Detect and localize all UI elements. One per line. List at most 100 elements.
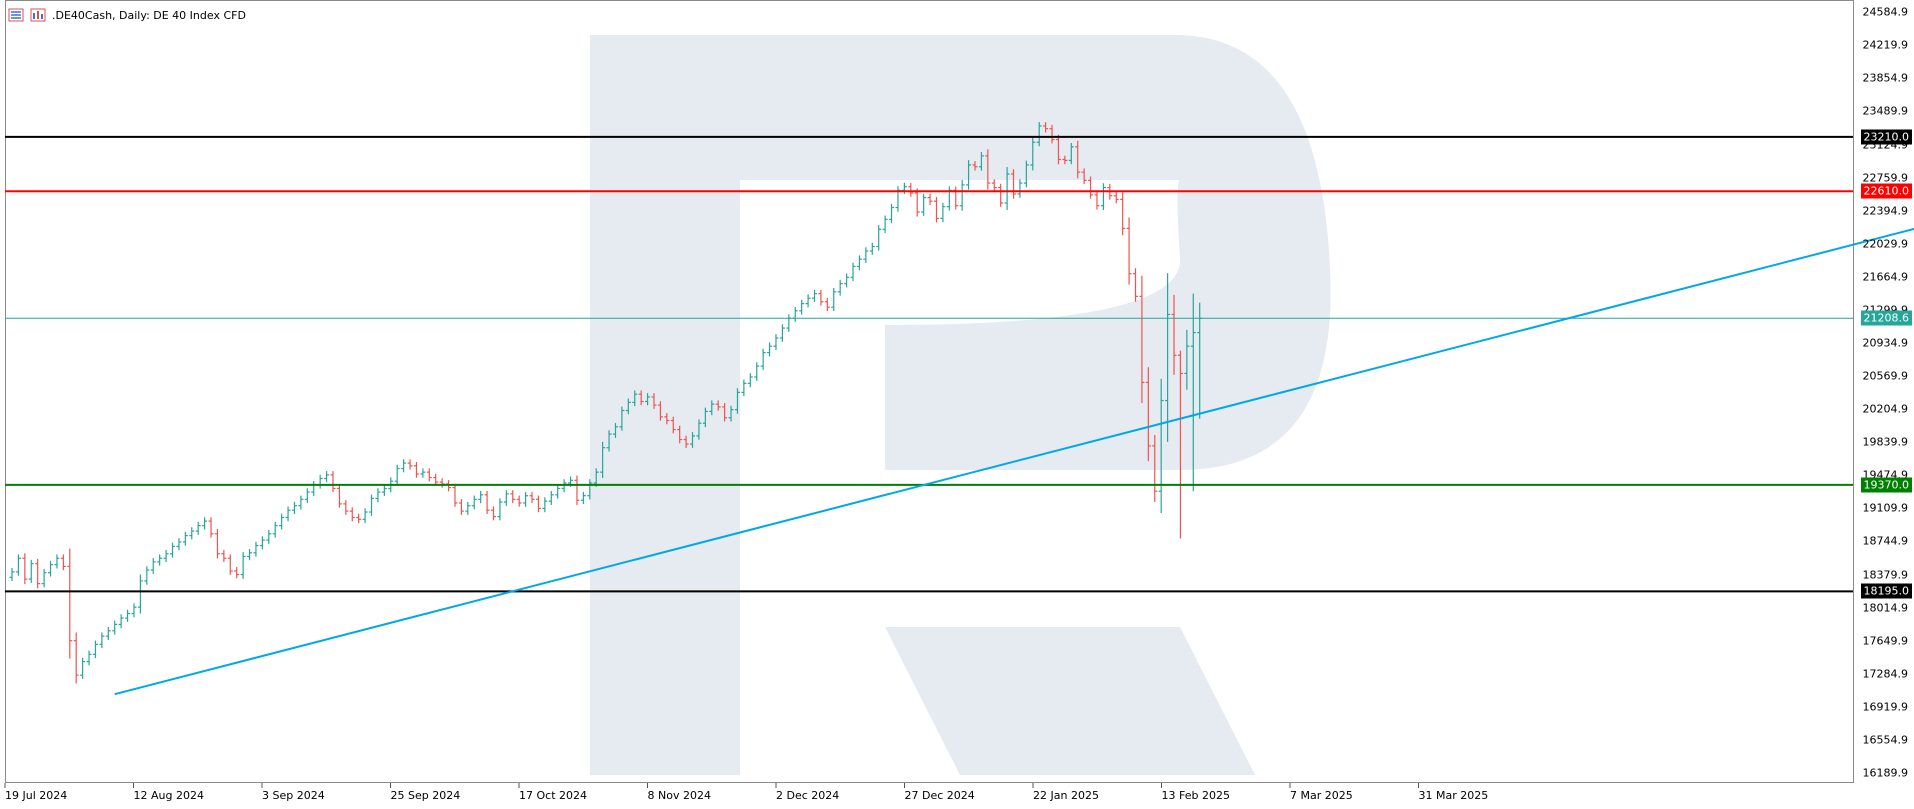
ohlc-bar (1177, 350, 1183, 539)
ohlc-bar (959, 179, 965, 211)
ohlc-bar (516, 495, 522, 507)
ohlc-bar (1030, 136, 1036, 171)
price-tick-label: 23854.9 (1862, 71, 1909, 85)
ohlc-bar (420, 468, 426, 478)
ohlc-bar (369, 494, 375, 516)
ohlc-bar (593, 468, 599, 487)
ohlc-bar (773, 334, 779, 350)
ohlc-bar (587, 479, 593, 500)
ohlc-bar (195, 521, 201, 535)
ohlc-bar (1126, 217, 1132, 285)
ohlc-bar (330, 471, 336, 493)
ohlc-bar (15, 554, 21, 576)
ohlc-bar (92, 640, 98, 659)
ohlc-bar (182, 531, 188, 546)
ohlc-bar (1049, 124, 1055, 144)
ohlc-bar (131, 603, 137, 618)
ohlc-bar (728, 405, 734, 422)
ohlc-bar (638, 390, 644, 406)
ohlc-bar (1068, 143, 1074, 165)
ohlc-bar (696, 419, 702, 440)
price-tick-label: 16554.9 (1862, 733, 1909, 747)
ohlc-bar (580, 491, 586, 505)
ohlc-bar (1165, 273, 1171, 442)
current-price-badge: 21208.6 (1860, 310, 1912, 326)
bars-view-icon[interactable] (8, 8, 24, 22)
ohlc-bar (356, 513, 362, 524)
price-tick-label: 20569.9 (1862, 369, 1909, 383)
ohlc-bar (285, 506, 291, 522)
ohlc-bar (324, 471, 330, 483)
ohlc-bar (41, 568, 47, 588)
ohlc-bar (535, 495, 541, 513)
ohlc-bar (978, 152, 984, 171)
ohlc-bar (86, 650, 92, 666)
ohlc-bar (221, 549, 227, 563)
ohlc-bar (1043, 122, 1049, 133)
ohlc-bar (542, 497, 548, 513)
ohlc-bar (856, 255, 862, 271)
ohlc-bar (670, 416, 676, 434)
ohlc-bar (824, 297, 830, 312)
price-tick-label: 22029.9 (1862, 237, 1909, 251)
time-tick-label: 17 Oct 2024 (519, 789, 588, 802)
ohlc-bar (1017, 179, 1023, 198)
ohlc-bar (818, 289, 824, 306)
watermark-logo (590, 35, 1331, 775)
ohlc-bar (510, 490, 516, 504)
ohlc-bar (555, 484, 561, 499)
ohlc-bar (927, 193, 933, 205)
time-tick-label: 3 Sep 2024 (262, 789, 325, 802)
ohlc-bar (1190, 293, 1196, 492)
chart-title: .DE40Cash, Daily: DE 40 Index CFD (52, 8, 246, 22)
ohlc-bar (895, 186, 901, 212)
trendline[interactable] (114, 161, 1914, 696)
ohlc-bar (1145, 367, 1151, 462)
price-tick-label: 21664.9 (1862, 270, 1909, 284)
ohlc-bar (1023, 160, 1029, 188)
ohlc-bar (240, 552, 246, 579)
level-price-badge: 23210.0 (1860, 129, 1912, 145)
ohlc-bar (529, 491, 535, 504)
time-tick-label: 7 Mar 2025 (1290, 789, 1353, 802)
level-price-badge: 18195.0 (1860, 583, 1912, 599)
ohlc-bar (991, 179, 997, 192)
price-axis[interactable]: 24584.9 24219.9 23854.9 23489.9 23124.9 22759… (1854, 0, 1914, 809)
ohlc-bar (574, 475, 580, 506)
ohlc-bar (60, 554, 66, 571)
price-tick-label: 17284.9 (1862, 667, 1909, 681)
ohlc-bar (612, 423, 618, 438)
level-price-badge: 19370.0 (1860, 477, 1912, 493)
chart-type-icon[interactable] (30, 8, 46, 22)
ohlc-bar (112, 620, 118, 635)
ohlc-bar (67, 548, 73, 659)
ohlc-bar (940, 202, 946, 223)
ohlc-bar (214, 528, 220, 559)
ohlc-bar (741, 379, 747, 397)
time-tick-label: 13 Feb 2025 (1161, 789, 1230, 802)
ohlc-bar (523, 491, 529, 507)
ohlc-bar (253, 541, 259, 557)
ohlc-bar (901, 182, 907, 195)
ohlc-bar (1004, 167, 1010, 210)
ohlc-bar (99, 632, 105, 649)
ohlc-bar (1184, 329, 1190, 390)
ohlc-bar (150, 558, 156, 574)
price-tick-label: 19839.9 (1862, 435, 1909, 449)
price-tick-label: 22394.9 (1862, 204, 1909, 218)
ohlc-bar (953, 186, 959, 210)
ohlc-bar (426, 468, 432, 482)
ohlc-bar (734, 388, 740, 414)
ohlc-bar (362, 508, 368, 524)
ohlc-bar (799, 299, 805, 315)
ohlc-bar (882, 215, 888, 234)
ohlc-bar (394, 464, 400, 486)
ohlc-bar (227, 554, 233, 575)
ohlc-bar (767, 342, 773, 357)
ohlc-bar (471, 495, 477, 510)
price-tick-label: 18379.9 (1862, 568, 1909, 582)
ohlc-bar (754, 362, 760, 381)
ohlc-bar (722, 403, 728, 422)
price-tick-label: 16189.9 (1862, 766, 1909, 780)
